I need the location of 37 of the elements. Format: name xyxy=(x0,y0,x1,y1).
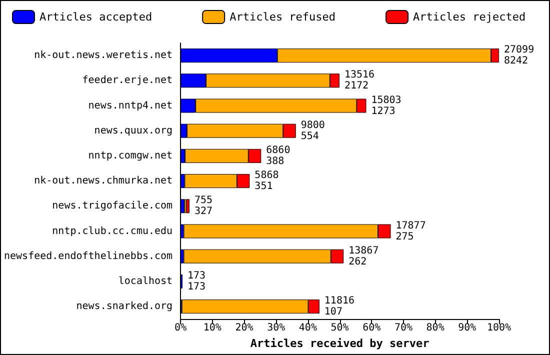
x-axis-title: Articles received by server xyxy=(250,337,430,350)
annotation: 27099 8242 xyxy=(504,44,534,67)
annotation: 13516 2172 xyxy=(344,70,375,92)
legend-label: Articles accepted xyxy=(40,10,152,24)
x-tick-label: 80% xyxy=(426,322,444,334)
x-tick-label: 20% xyxy=(235,322,254,334)
x-tick-label: 90% xyxy=(458,322,476,334)
y-tick-label: news.quux.org xyxy=(94,125,173,136)
x-tick-label: 0% xyxy=(174,322,187,334)
annotation: 9800 554 xyxy=(300,120,325,142)
y-tick-label: nk-out.news.chmurka.net xyxy=(34,176,173,187)
y-tick-label: news.trigofacile.com xyxy=(52,200,173,212)
x-tick-label: 40% xyxy=(298,322,317,334)
annotation: 173 173 xyxy=(187,270,206,292)
y-tick-label: news.snarked.org xyxy=(76,301,173,312)
annotation: 13867 262 xyxy=(348,245,379,268)
y-tick-label: nntp.club.cc.cmu.edu xyxy=(52,226,173,237)
x-tick-label: 10% xyxy=(203,322,222,334)
y-tick-label: nk-out.news.weretis.net xyxy=(34,50,173,62)
y-tick-label: nntp.comgw.net xyxy=(88,150,173,162)
x-tick-label: 50% xyxy=(330,322,349,334)
y-tick-label: news.nntp4.net xyxy=(88,100,173,112)
legend-label: Articles rejected xyxy=(413,10,526,24)
legend-label: Articles refused xyxy=(230,10,336,24)
annotation: 755 327 xyxy=(194,195,213,218)
y-tick-label: localhost xyxy=(118,276,173,287)
annotation: 5868 351 xyxy=(254,170,279,192)
x-tick-label: 100% xyxy=(486,322,512,334)
annotation: 11816 107 xyxy=(324,296,355,318)
x-tick-label: 60% xyxy=(362,322,381,334)
y-tick-label: feeder.erje.net xyxy=(82,75,173,86)
x-tick-label: 70% xyxy=(394,322,413,334)
annotation: 17877 275 xyxy=(396,220,426,242)
x-tick-label: 30% xyxy=(267,322,286,334)
annotation: 6860 388 xyxy=(266,144,290,167)
annotation: 15803 1273 xyxy=(371,94,402,117)
y-tick-label: newsfeed.endofthelinebbs.com xyxy=(4,250,173,262)
